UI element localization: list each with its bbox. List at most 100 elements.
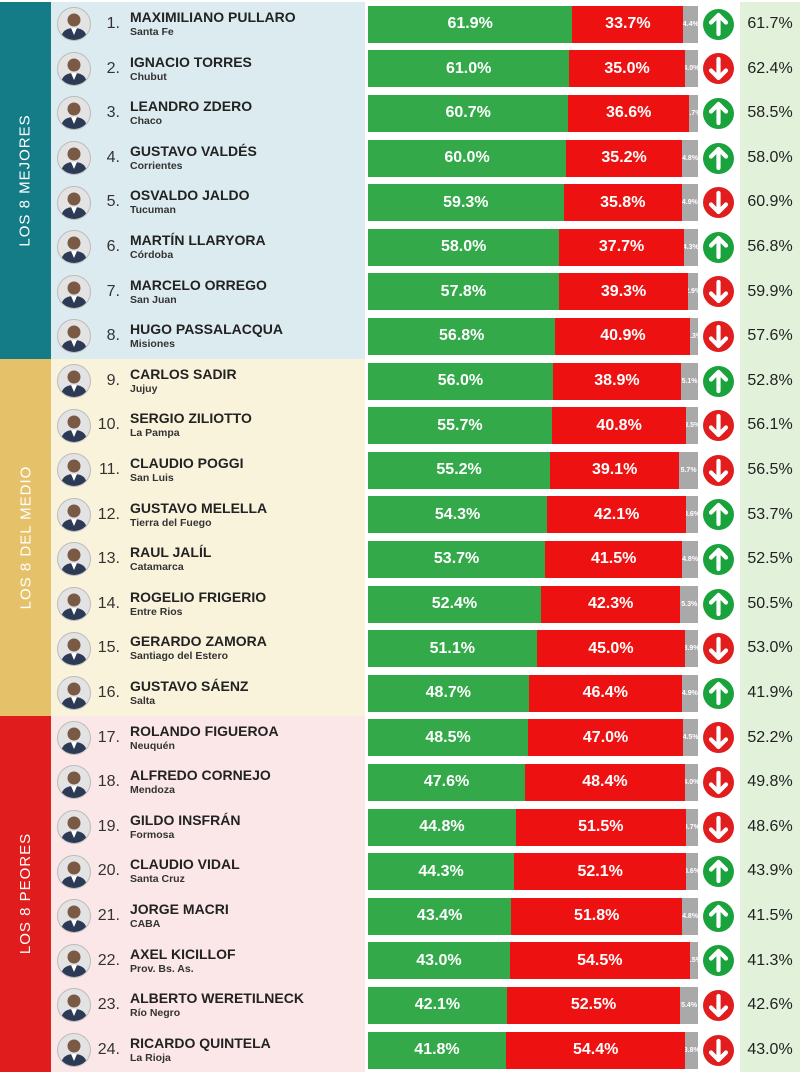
approval-segment: 55.2% — [368, 451, 551, 489]
disapproval-label: 52.1% — [577, 862, 623, 880]
governor-name: ROGELIO FRIGERIO — [130, 588, 267, 605]
previous-value: 56.8% — [747, 238, 793, 255]
disapproval-segment: 40.8% — [551, 407, 687, 445]
stacked-bar: 51.1% 45.0% 3.9% — [368, 630, 698, 668]
approval-label: 51.1% — [429, 639, 475, 657]
previous-value: 41.5% — [747, 907, 793, 924]
previous-value: 56.1% — [747, 416, 793, 434]
governor-province: Santa Cruz — [130, 873, 185, 886]
rank-number: 17. — [97, 728, 120, 746]
disapproval-segment: 42.1% — [547, 496, 687, 534]
previous-value: 49.8% — [747, 773, 793, 791]
governor-row: 1. MAXIMILIANO PULLARO Santa Fe 61.9% 33.7% 4… — [0, 2, 800, 47]
governor-row: 13. RAUL JALÍL Catamarca 53.7% 41.5% 4.8% 52.5… — [0, 537, 800, 582]
section-panel — [51, 715, 365, 1072]
undecided-label: 4.9% — [681, 199, 698, 207]
rank-number: 16. — [97, 684, 120, 701]
section-bar — [0, 2, 51, 359]
undecided-segment: 4.4% — [683, 5, 698, 43]
trend-up-arrow-icon — [703, 97, 734, 129]
approval-label: 60.7% — [445, 104, 491, 122]
governor-avatar — [57, 1033, 91, 1068]
rank-number: 12. — [97, 505, 120, 523]
trend-up-arrow-icon — [703, 231, 734, 263]
trend-down-arrow-icon — [703, 989, 734, 1021]
previous-value: 41.9% — [747, 684, 793, 701]
approval-label: 47.6% — [423, 773, 470, 791]
undecided-segment: 2.3% — [690, 317, 698, 355]
disapproval-label: 40.8% — [596, 416, 642, 434]
stacked-bar: 54.3% 42.1% 3.6% — [368, 496, 698, 534]
trend-up-arrow-icon — [703, 900, 734, 932]
trend-down-arrow-icon — [703, 410, 734, 442]
rank-number: 23. — [97, 996, 120, 1014]
stacked-bar: 57.8% 39.3% 2.9% — [368, 273, 698, 311]
rank-number: 14. — [97, 594, 120, 612]
governor-province: San Juan — [130, 293, 177, 306]
governor-avatar — [57, 51, 91, 86]
governor-province: Neuquén — [130, 739, 175, 752]
trend-up-arrow-icon — [703, 677, 734, 709]
rank-number: 24. — [97, 1040, 120, 1058]
governor-avatar — [57, 810, 91, 845]
previous-value: 61.7% — [747, 15, 793, 32]
approval-segment: 43.0% — [368, 942, 510, 980]
disapproval-segment: 36.6% — [568, 94, 690, 132]
governor-name: GUSTAVO MELELLA — [130, 499, 268, 516]
previous-column — [740, 2, 800, 1072]
governor-row: 12. GUSTAVO MELELLA Tierra del Fuego 54.3% 4… — [0, 493, 800, 538]
governor-avatar — [57, 720, 91, 755]
rank-number: 10. — [97, 416, 120, 434]
rank-number: 11. — [98, 461, 120, 478]
governor-avatar — [57, 943, 91, 978]
stacked-bar: 55.7% 40.8% 3.5% — [368, 407, 698, 445]
rank-number: 21. — [97, 907, 120, 924]
approval-segment: 42.1% — [368, 986, 507, 1024]
governor-province: Formosa — [130, 828, 175, 841]
disapproval-label: 39.1% — [591, 461, 638, 479]
disapproval-segment: 41.5% — [545, 540, 683, 578]
stacked-bar: 44.3% 52.1% 3.6% — [368, 853, 698, 891]
approval-segment: 55.7% — [368, 407, 552, 445]
governor-province: Chubut — [130, 70, 167, 83]
previous-value: 60.9% — [747, 193, 793, 211]
rank-number: 7. — [106, 282, 120, 300]
governor-province: La Pampa — [130, 427, 180, 440]
governor-name: GERARDO ZAMORA — [130, 633, 267, 650]
disapproval-label: 41.5% — [590, 550, 637, 568]
governor-avatar — [57, 185, 91, 220]
undecided-label: 4.0% — [684, 65, 698, 73]
governor-avatar — [57, 676, 91, 711]
approval-label: 44.3% — [418, 862, 464, 880]
approval-segment: 51.1% — [368, 630, 537, 668]
previous-value: 59.9% — [747, 282, 793, 300]
trend-down-arrow-icon — [703, 811, 734, 843]
governor-name: MARTÍN LLARYORA — [130, 232, 266, 248]
governor-name: ALFREDO CORNEJO — [130, 767, 271, 784]
governor-name: OSVALDO JALDO — [130, 187, 250, 204]
governor-name: CLAUDIO POGGI — [130, 455, 244, 471]
approval-label: 52.4% — [431, 595, 478, 613]
undecided-label: 3.5% — [686, 422, 698, 430]
governor-province: Jujuy — [130, 382, 158, 395]
trend-down-arrow-icon — [703, 320, 734, 352]
undecided-label: 5.4% — [681, 1001, 698, 1009]
approval-label: 48.7% — [425, 684, 472, 702]
disapproval-segment: 52.5% — [506, 986, 681, 1024]
approval-label: 61.0% — [445, 59, 492, 77]
previous-value: 50.5% — [747, 594, 793, 612]
disapproval-segment: 39.3% — [558, 273, 689, 311]
undecided-segment: 3.8% — [685, 1031, 698, 1069]
stacked-bar: 47.6% 48.4% 4.0% — [368, 763, 698, 801]
governor-province: CABA — [130, 918, 161, 930]
trend-down-arrow-icon — [703, 454, 734, 486]
section-panel — [51, 2, 365, 359]
disapproval-segment: 46.4% — [528, 674, 682, 712]
undecided-label: 3.9% — [685, 645, 698, 653]
stacked-bar: 41.8% 54.4% 3.8% — [368, 1031, 698, 1069]
undecided-segment: 5.4% — [680, 986, 698, 1024]
stacked-bar: 43.0% 54.5% 2.5% — [368, 942, 698, 980]
approval-label: 54.3% — [434, 505, 481, 523]
governor-name: AXEL KICILLOF — [130, 945, 236, 962]
